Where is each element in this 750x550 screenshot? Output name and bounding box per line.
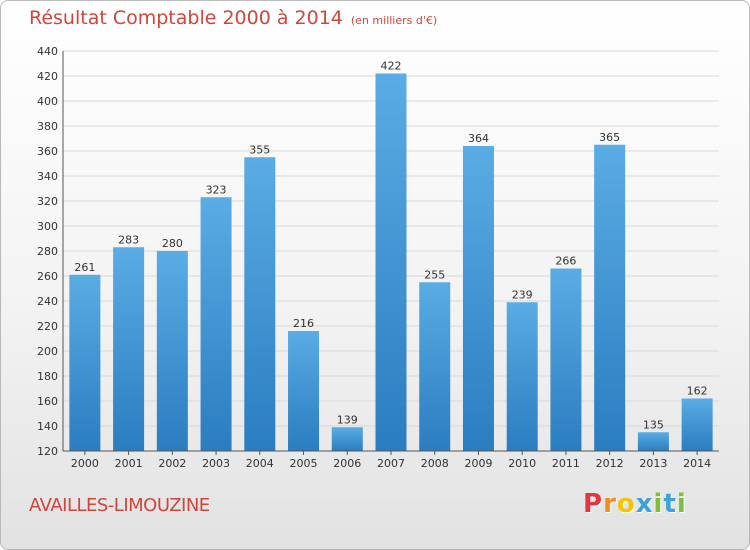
data-label: 422 (381, 60, 402, 73)
logo-letter: i (653, 489, 664, 519)
logo-letter: i (676, 489, 687, 519)
y-tick-label: 220 (37, 320, 58, 333)
x-tick-labels: 2000 2001 2002 2003 2004 2005 2006 2007 2008 2009… (71, 457, 711, 470)
y-tick-label: 440 (37, 45, 58, 58)
bars (69, 73, 713, 451)
data-label: 239 (512, 288, 533, 301)
data-label: 261 (74, 261, 95, 274)
bar (681, 398, 713, 451)
x-tick-label: 2005 (290, 457, 318, 470)
x-tick-label: 2002 (158, 457, 186, 470)
chart-title: Résultat Comptable 2000 à 2014 (en millie… (29, 7, 437, 29)
proxiti-logo: Proxiti (583, 489, 687, 519)
x-tick-label: 2014 (683, 457, 711, 470)
commune-name: AVAILLES-LIMOUZINE (29, 495, 210, 516)
bar (637, 432, 669, 451)
data-labels: 261 283 280 323 355 216 139 422 255 364 239 266 365 1… (74, 60, 707, 432)
data-label: 135 (643, 418, 664, 431)
x-tick-label: 2008 (421, 457, 449, 470)
data-label: 365 (599, 131, 620, 144)
logo-letter: t (663, 489, 677, 519)
x-tick-label: 2009 (464, 457, 492, 470)
bar (506, 302, 538, 451)
x-tick-label: 2012 (596, 457, 624, 470)
y-tick-label: 140 (37, 420, 58, 433)
data-label: 355 (249, 143, 270, 156)
data-label: 255 (424, 268, 445, 281)
x-tick-label: 2000 (71, 457, 99, 470)
x-tick-label: 2011 (552, 457, 580, 470)
bar (156, 251, 188, 451)
axes (62, 51, 719, 455)
logo-letter: x (635, 489, 654, 519)
logo-letter: o (616, 489, 636, 519)
y-tick-label: 200 (37, 345, 58, 358)
y-tick-label: 300 (37, 220, 58, 233)
bar (69, 274, 101, 451)
chart-subtitle: (en milliers d'€) (350, 14, 438, 27)
x-tick-label: 2006 (333, 457, 361, 470)
data-label: 216 (293, 317, 314, 330)
bar (200, 197, 232, 451)
data-label: 364 (468, 132, 489, 145)
title-text: Résultat Comptable 2000 à 2014 (29, 7, 343, 29)
y-tick-label: 280 (37, 245, 58, 258)
bar (288, 331, 320, 451)
logo-letter: r (603, 489, 617, 519)
bar (113, 247, 145, 451)
bar (550, 268, 582, 451)
x-tick-label: 2003 (202, 457, 230, 470)
x-tick-label: 2013 (639, 457, 667, 470)
y-tick-label: 120 (37, 445, 58, 458)
bar (375, 73, 407, 451)
x-tick-label: 2010 (508, 457, 536, 470)
y-tick-label: 320 (37, 195, 58, 208)
y-tick-label: 260 (37, 270, 58, 283)
y-tick-labels: 120 140 160 180 200 220 240 260 280 300 320 340 360 3… (37, 45, 58, 458)
y-tick-label: 340 (37, 170, 58, 183)
y-tick-label: 240 (37, 295, 58, 308)
y-tick-label: 180 (37, 370, 58, 383)
bar (331, 427, 363, 451)
data-label: 280 (162, 237, 183, 250)
x-tick-label: 2007 (377, 457, 405, 470)
data-label: 139 (337, 413, 358, 426)
x-tick-label: 2004 (246, 457, 274, 470)
y-tick-label: 400 (37, 95, 58, 108)
bar (594, 144, 626, 451)
bar (462, 146, 494, 451)
x-tick-label: 2001 (115, 457, 143, 470)
data-label: 266 (555, 255, 576, 268)
logo-letter: P (583, 489, 604, 519)
bar (419, 282, 451, 451)
data-label: 323 (206, 183, 227, 196)
y-tick-label: 360 (37, 145, 58, 158)
data-label: 283 (118, 233, 139, 246)
y-tick-label: 160 (37, 395, 58, 408)
bar (244, 157, 276, 451)
y-tick-label: 420 (37, 70, 58, 83)
data-label: 162 (687, 385, 708, 398)
y-tick-label: 380 (37, 120, 58, 133)
